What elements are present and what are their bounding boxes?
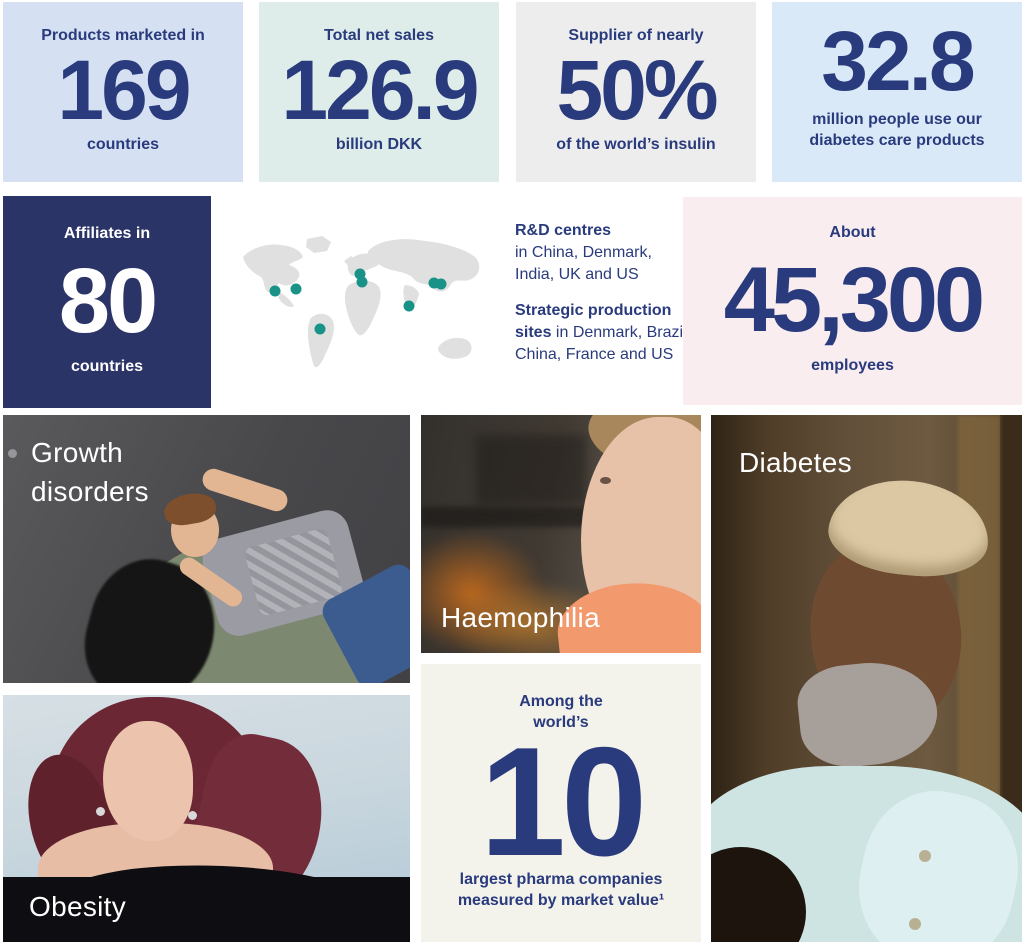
growth-disorders-label: Growth disorders [31,437,149,508]
stat-label-top: Products marketed in [41,27,205,44]
diabetes-label: Diabetes [739,447,852,478]
stat-label-top: Affiliates in [63,225,151,242]
map-marker-dot [269,285,281,297]
map-marker-dot [435,278,447,290]
rd-centres-title: R&D centres [515,222,612,239]
stat-value: 169 [57,43,191,138]
stat-label-bottom: largest pharma companies measured by mar… [457,871,665,910]
stat-value: 10 [479,715,647,889]
stat-label-bottom: countries [70,358,143,376]
stat-label-top: Total net sales [324,27,434,44]
stat-value: 45,300 [723,248,985,351]
production-sites-title: Strategic production sites [515,302,672,342]
earring-icon [96,807,105,816]
background-bar-shape [421,507,621,527]
diabetes-photo: Diabetes [711,415,1022,942]
rd-centres-body: in China, Denmark, India, UK and US [515,244,652,284]
haemophilia-label: Haemophilia [441,601,600,633]
rd-and-production-text: R&D centres in China, Denmark, India, UK … [515,220,693,380]
obesity-photo: Obesity [3,695,410,942]
earring-icon [188,811,197,820]
stat-card-insulin-supply: Supplier of nearly 50% of the world’s in… [516,2,756,182]
stat-card-diabetes-care-users: 32.8 million people use our diabetes car… [772,2,1022,182]
stat-card-affiliates: Affiliates in 80 countries [3,196,211,408]
stat-label-bottom: of the world’s insulin [556,136,716,154]
shirt-button-shape [909,918,921,930]
decorative-dot [8,449,17,458]
woman-face-shape [103,721,193,841]
map-markers [269,268,447,335]
stat-label-top: Among the world’s [519,693,603,731]
production-sites-body: in Denmark, Brazil, China, France and US [515,324,692,364]
production-sites-paragraph: Strategic production sites in Denmark, B… [515,300,693,366]
stat-label-top: About [829,224,876,241]
obesity-label: Obesity [29,890,127,922]
map-marker-dot [314,323,326,335]
stat-label-bottom: million people use our diabetes care pro… [809,111,985,149]
stat-value: 50% [556,43,718,138]
stat-card-products-marketed: Products marketed in 169 countries [3,2,243,182]
stat-card-net-sales: Total net sales 126.9 billion DKK [259,2,499,182]
growth-disorders-photo: Growth disorders [3,415,410,683]
background-bar-shape [476,435,586,505]
child-eye-shape [600,477,611,484]
stat-card-employees: About 45,300 employees [683,197,1022,405]
shirt-button-shape [919,850,931,862]
stat-value: 80 [58,249,158,352]
map-marker-dot [403,300,415,312]
map-marker-dot [290,283,302,295]
black-top-base-shape [3,877,410,942]
stat-label-bottom: employees [811,357,894,375]
stat-label-top: Supplier of nearly [568,27,704,44]
world-map-svg [243,236,480,368]
stat-label-bottom: billion DKK [335,136,423,154]
stat-card-top10-pharma: Among the world’s 10 largest pharma comp… [421,664,701,942]
map-marker-dot [356,276,368,288]
stat-value: 32.8 [821,14,975,109]
haemophilia-photo: Haemophilia [421,415,701,653]
stat-label-bottom: countries [86,136,159,154]
stat-value: 126.9 [281,43,479,138]
rd-centres-paragraph: R&D centres in China, Denmark, India, UK … [515,220,693,286]
world-map [237,233,492,388]
map-continents [243,236,480,368]
